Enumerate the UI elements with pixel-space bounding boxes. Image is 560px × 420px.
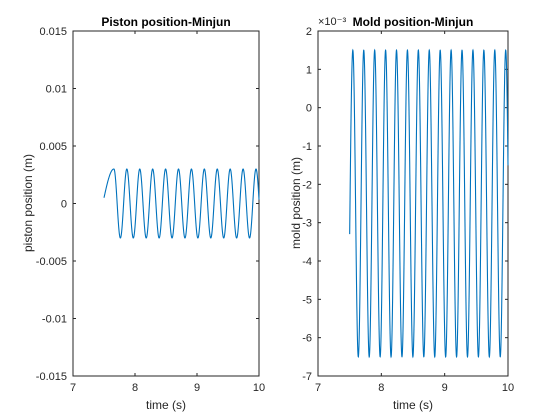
x-tick-label: 10 [253, 382, 265, 394]
x-tick-label: 8 [378, 382, 384, 394]
x-tick-label: 9 [442, 382, 448, 394]
y-tick-label: 2 [306, 26, 312, 38]
x-tick-label: 7 [315, 382, 321, 394]
y-exponent-label: ×10⁻³ [318, 16, 346, 28]
x-axis-label: time (s) [393, 398, 433, 412]
tick-group: 7 8 9 10 0.015 0.01 0.005 0 -0.005 -0.01 -0.015 [36, 26, 265, 394]
x-tick-label: 9 [194, 382, 200, 394]
series-line-piston-position [103, 168, 260, 239]
x-tick-label: 7 [70, 382, 76, 394]
x-tick-label: 8 [132, 382, 138, 394]
piston-position-subplot: 7 8 9 10 0.015 0.01 0.005 0 -0.005 -0.01 -0.015 Pi… [21, 15, 265, 412]
y-tick-label: 1 [306, 64, 312, 76]
y-axis-label: mold position (m) [289, 157, 303, 249]
chart-title: Piston position-Minjun [101, 15, 230, 29]
y-tick-label: -1 [302, 141, 312, 153]
y-tick-label: -2 [302, 179, 312, 191]
y-axis-label: piston position (m) [21, 154, 35, 252]
y-tick-label: -6 [302, 333, 312, 345]
y-tick-label: -0.015 [36, 371, 67, 383]
y-tick-label: -4 [302, 256, 312, 268]
x-tick-label: 10 [502, 382, 514, 394]
y-tick-label: 0 [306, 103, 312, 115]
y-tick-label: 0.01 [46, 84, 67, 96]
y-tick-label: -0.005 [36, 256, 67, 268]
y-tick-label: -7 [302, 371, 312, 383]
chart-title: Mold position-Minjun [353, 15, 474, 29]
y-tick-label: -0.01 [42, 314, 67, 326]
series-line-mold-position [349, 48, 509, 359]
x-axis-label: time (s) [146, 398, 186, 412]
y-tick-label: -5 [302, 294, 312, 306]
y-tick-label: 0 [61, 199, 67, 211]
y-tick-label: -3 [302, 218, 312, 230]
y-tick-label: 0.005 [39, 141, 67, 153]
plot-area [72, 30, 260, 377]
y-tick-label: 0.015 [39, 26, 67, 38]
